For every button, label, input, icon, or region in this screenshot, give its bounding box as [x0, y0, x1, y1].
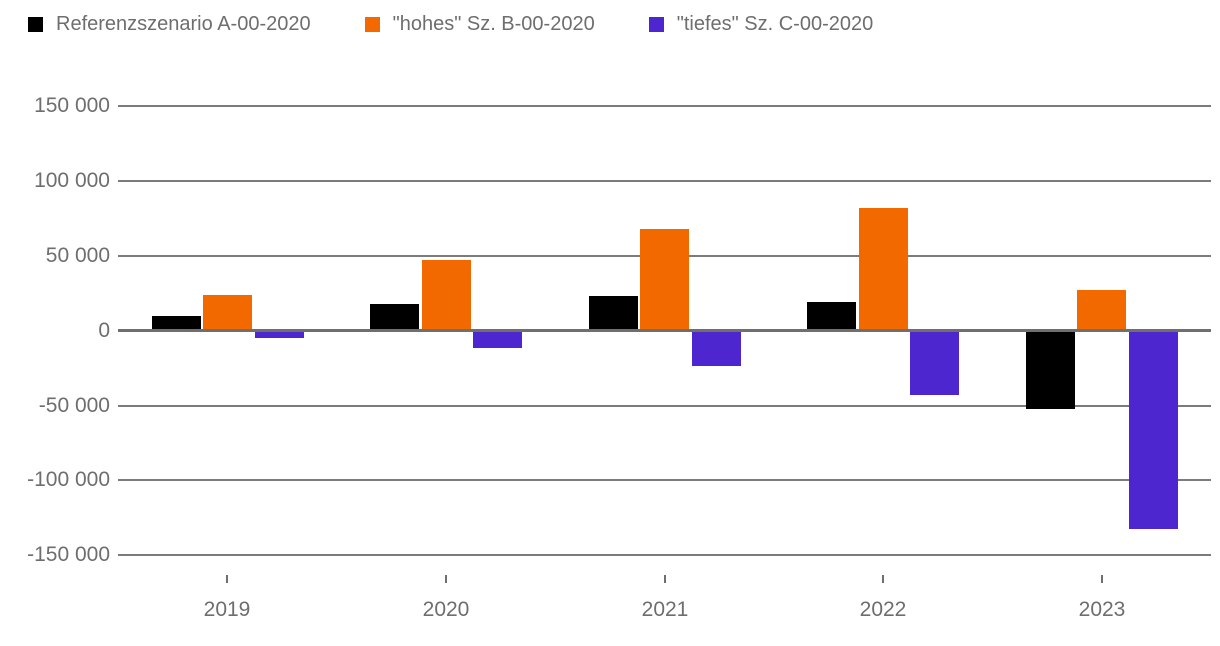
bar-2021-series-1[interactable] — [589, 296, 638, 329]
gridline — [118, 405, 1211, 407]
x-axis-tick — [882, 575, 884, 583]
y-axis-label: -50 000 — [38, 394, 110, 417]
bar-2023-series-1[interactable] — [1026, 332, 1075, 409]
bar-2019-series-2[interactable] — [203, 295, 252, 329]
gridline — [118, 479, 1211, 481]
y-axis-label: 150 000 — [34, 94, 110, 117]
gridline — [118, 554, 1211, 556]
gridline — [118, 180, 1211, 182]
bar-2022-series-2[interactable] — [859, 208, 908, 329]
x-axis-tick — [664, 575, 666, 583]
y-axis-label: -100 000 — [27, 468, 110, 491]
legend-item-series-1[interactable]: Referenzszenario A-00-2020 — [28, 13, 311, 36]
x-axis-label: 2020 — [422, 598, 470, 621]
bar-2023-series-3[interactable] — [1129, 332, 1178, 529]
gridline — [118, 105, 1211, 107]
legend-swatch-icon — [648, 16, 664, 32]
bar-2019-series-1[interactable] — [152, 316, 201, 329]
bar-2020-series-3[interactable] — [473, 332, 522, 348]
x-axis-tick — [445, 575, 447, 583]
legend-item-series-2[interactable]: "hohes" Sz. B-00-2020 — [364, 12, 595, 36]
y-axis-label: -150 000 — [27, 543, 110, 566]
chart-legend: Referenzszenario A-00-2020 "hohes" Sz. B-… — [28, 9, 873, 39]
x-axis-label: 2023 — [1078, 598, 1126, 621]
y-axis-label: 100 000 — [34, 169, 110, 192]
legend-label: Referenzszenario A-00-2020 — [56, 12, 311, 35]
bar-2021-series-3[interactable] — [692, 332, 741, 366]
x-axis-label: 2022 — [859, 598, 907, 621]
x-axis-label: 2019 — [203, 598, 251, 621]
bar-2020-series-1[interactable] — [370, 304, 419, 329]
bar-2022-series-1[interactable] — [807, 302, 856, 330]
x-axis-label: 2021 — [641, 598, 689, 621]
zero-axis-line-overlay — [118, 329, 1211, 332]
bar-2020-series-2[interactable] — [422, 260, 471, 329]
legend-label: "tiefes" Sz. C-00-2020 — [676, 12, 874, 35]
legend-swatch-icon — [28, 16, 43, 32]
bar-2023-series-2[interactable] — [1077, 290, 1126, 330]
y-axis-label: 0 — [98, 319, 110, 342]
bar-2022-series-3[interactable] — [910, 332, 959, 395]
bar-2021-series-2[interactable] — [640, 229, 689, 329]
legend-label: "hohes" Sz. B-00-2020 — [392, 12, 595, 35]
legend-swatch-icon — [364, 16, 380, 32]
legend-item-series-3[interactable]: "tiefes" Sz. C-00-2020 — [648, 12, 874, 36]
x-axis-tick — [1101, 575, 1103, 583]
bar-2019-series-3[interactable] — [255, 332, 304, 338]
x-axis-tick — [226, 575, 228, 583]
y-axis-label: 50 000 — [45, 244, 110, 267]
